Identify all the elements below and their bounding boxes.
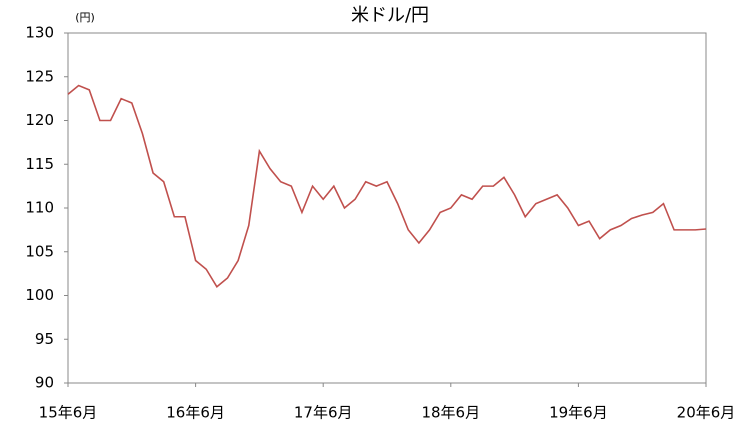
y-tick-label: 130 [25, 24, 54, 42]
y-tick-label: 125 [25, 67, 54, 85]
y-tick-label: 120 [25, 111, 54, 129]
y-tick-label: 100 [25, 286, 54, 304]
y-tick-label: 90 [35, 374, 54, 392]
y-unit: (円) [75, 11, 95, 24]
x-tick-label: 17年6月 [294, 404, 353, 422]
y-tick-label: 115 [25, 155, 54, 173]
x-tick-label: 16年6月 [166, 404, 225, 422]
x-tick-label: 18年6月 [421, 404, 480, 422]
y-tick-label: 110 [25, 199, 54, 217]
x-tick-label: 15年6月 [39, 404, 98, 422]
plot-frame [67, 32, 707, 384]
line [67, 84, 707, 288]
chart-title: 米ドル/円 [351, 5, 429, 26]
x-tick-label: 19年6月 [549, 404, 608, 422]
x-tick-label: 20年6月 [677, 404, 736, 422]
y-tick-label: 105 [25, 242, 54, 260]
y-tick-label: 95 [35, 330, 54, 348]
